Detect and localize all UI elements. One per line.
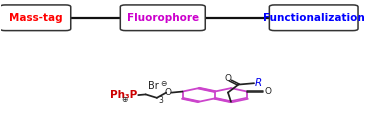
FancyBboxPatch shape — [0, 5, 71, 31]
FancyBboxPatch shape — [120, 5, 205, 31]
Text: 3: 3 — [158, 96, 163, 105]
Text: O: O — [164, 88, 172, 97]
Text: Br: Br — [148, 81, 159, 91]
Text: Mass-tag: Mass-tag — [9, 13, 62, 23]
FancyBboxPatch shape — [270, 5, 358, 31]
Text: ⊖: ⊖ — [160, 79, 166, 88]
Text: O: O — [264, 87, 271, 96]
Text: Functionalization: Functionalization — [263, 13, 364, 23]
Text: Fluorophore: Fluorophore — [127, 13, 199, 23]
Text: ⊕: ⊕ — [121, 95, 127, 104]
Text: O: O — [225, 74, 231, 83]
Text: Ph₃P: Ph₃P — [110, 90, 138, 100]
Text: R: R — [255, 78, 262, 88]
